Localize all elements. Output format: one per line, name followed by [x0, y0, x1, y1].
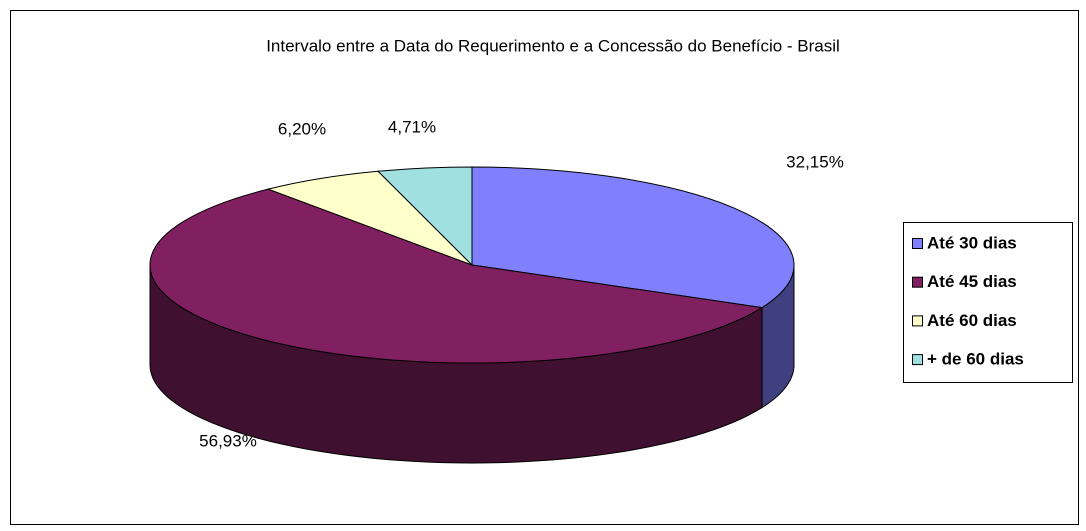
chart-title: Intervalo entre a Data do Requerimento e…	[266, 36, 840, 55]
data-label: 32,15%	[786, 152, 844, 171]
legend-swatch	[912, 276, 923, 288]
legend-swatch	[912, 354, 923, 366]
slice	[149, 188, 764, 364]
legend-swatch	[912, 315, 923, 327]
data-label: 56,93%	[199, 431, 257, 450]
data-label: 6,20%	[278, 119, 326, 138]
legend-swatch	[912, 238, 923, 249]
data-label: 4,71%	[388, 117, 436, 136]
slice	[471, 166, 795, 309]
legend-label: Até 60 dias	[927, 311, 1017, 330]
legend	[903, 222, 1073, 383]
legend-label: Até 45 dias	[927, 272, 1017, 291]
legend-label: + de 60 dias	[927, 350, 1024, 369]
slice	[376, 166, 473, 267]
slice	[266, 170, 473, 266]
legend-label: Até 30 dias	[927, 233, 1017, 252]
